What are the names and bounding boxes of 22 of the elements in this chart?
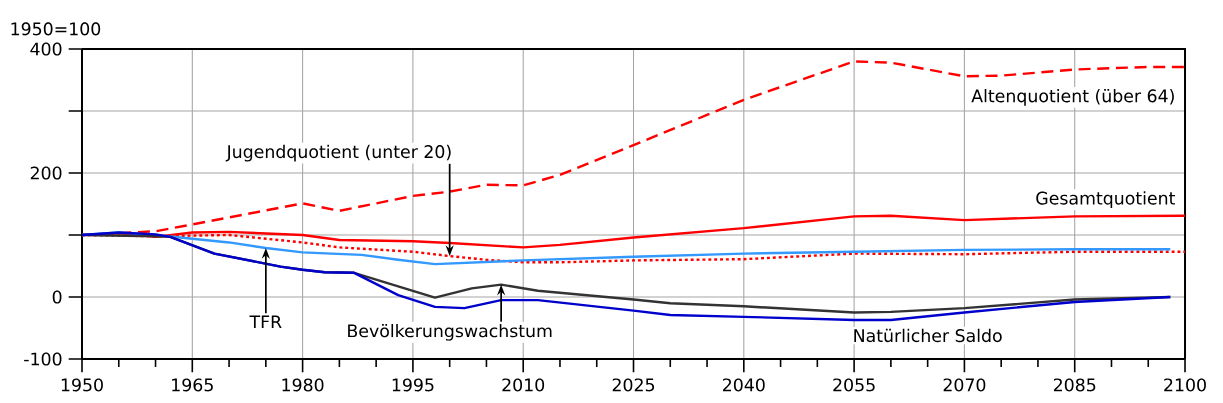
text: Jugendquotient (unter 20) (225, 144, 451, 162)
x-tick-label: 1980 (282, 378, 324, 392)
x-tick-label: 1950 (61, 378, 103, 392)
y-axis-title: 1950=100 (11, 22, 101, 36)
series-label: Gesamtquotient (1036, 191, 1175, 209)
y-tick-label: -100 (24, 352, 62, 366)
series-label: Altenquotient (über 64) (971, 88, 1174, 106)
x-tick-label: 2040 (723, 378, 765, 392)
x-tick-label: 2025 (612, 378, 655, 392)
x-tick-label: 1965 (172, 378, 213, 392)
x-tick-label: 2055 (833, 378, 875, 392)
x-tick-label: 2010 (502, 378, 545, 392)
x-tick-label: 2070 (943, 378, 986, 392)
series-label: Bevölkerungswachstum (348, 323, 552, 341)
y-tick-label: 200 (30, 166, 62, 180)
x-tick-label: 2100 (1164, 378, 1206, 392)
x-tick-label: 1995 (392, 378, 434, 392)
y-tick-label: 400 (30, 42, 62, 56)
series-label: Natürlicher Saldo (854, 328, 1002, 343)
x-tick-label: 2085 (1053, 378, 1096, 392)
y-tick-label: 0 (52, 290, 62, 304)
text: TFR (249, 315, 282, 329)
